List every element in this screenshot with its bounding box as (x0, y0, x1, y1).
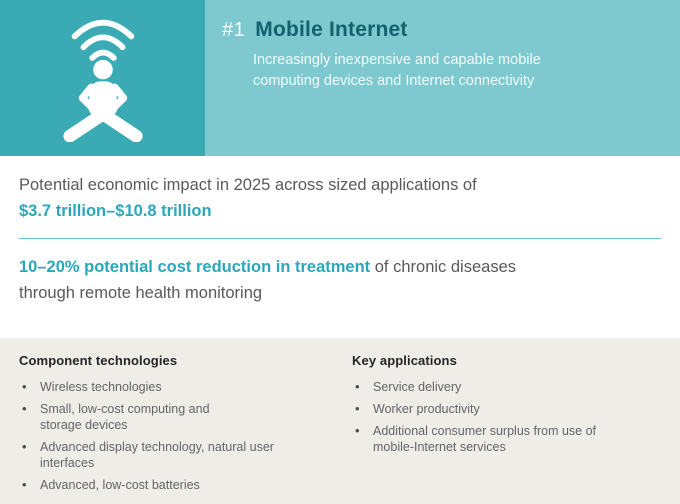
impact-detail-rest: of chronic diseases through remote healt… (19, 258, 516, 302)
impact-amount: $3.7 trillion–$10.8 trillion (19, 202, 212, 220)
key-applications-list: Service delivery Worker productivity Add… (352, 379, 661, 455)
impact-detail-highlight: 10–20% potential cost reduction in treat… (19, 258, 371, 276)
list-item: Advanced, low-cost batteries (19, 477, 336, 493)
list-item: Additional consumer surplus from use of … (352, 423, 661, 455)
header-text-block: #1 Mobile Internet Increasingly inexpens… (205, 0, 680, 156)
walking-person-wifi-icon (49, 10, 157, 147)
component-technologies-column: Component technologies Wireless technolo… (19, 353, 336, 504)
title-row: #1 Mobile Internet (222, 18, 660, 42)
list-item: Advanced display technology, natural use… (19, 439, 336, 471)
component-technologies-heading: Component technologies (19, 353, 178, 368)
impact-statement: Potential economic impact in 2025 across… (19, 176, 477, 194)
page-title: Mobile Internet (255, 18, 408, 41)
impact-section: Potential economic impact in 2025 across… (0, 156, 680, 338)
list-item: Service delivery (352, 379, 661, 395)
list-item: Worker productivity (352, 401, 661, 417)
divider-line (19, 238, 661, 239)
list-item: Small, low-cost computing and storage de… (19, 401, 336, 433)
icon-tile (0, 0, 205, 156)
component-technologies-list: Wireless technologies Small, low-cost co… (19, 379, 336, 493)
key-applications-heading: Key applications (352, 353, 457, 368)
list-item: Wireless technologies (19, 379, 336, 395)
key-applications-column: Key applications Service delivery Worker… (344, 353, 661, 504)
impact-detail: 10–20% potential cost reduction in treat… (19, 254, 661, 306)
header-band: #1 Mobile Internet Increasingly inexpens… (0, 0, 680, 156)
rank-number: #1 (222, 19, 246, 41)
page-subtitle: Increasingly inexpensive and capable mob… (253, 52, 541, 89)
details-section: Component technologies Wireless technolo… (0, 338, 680, 504)
